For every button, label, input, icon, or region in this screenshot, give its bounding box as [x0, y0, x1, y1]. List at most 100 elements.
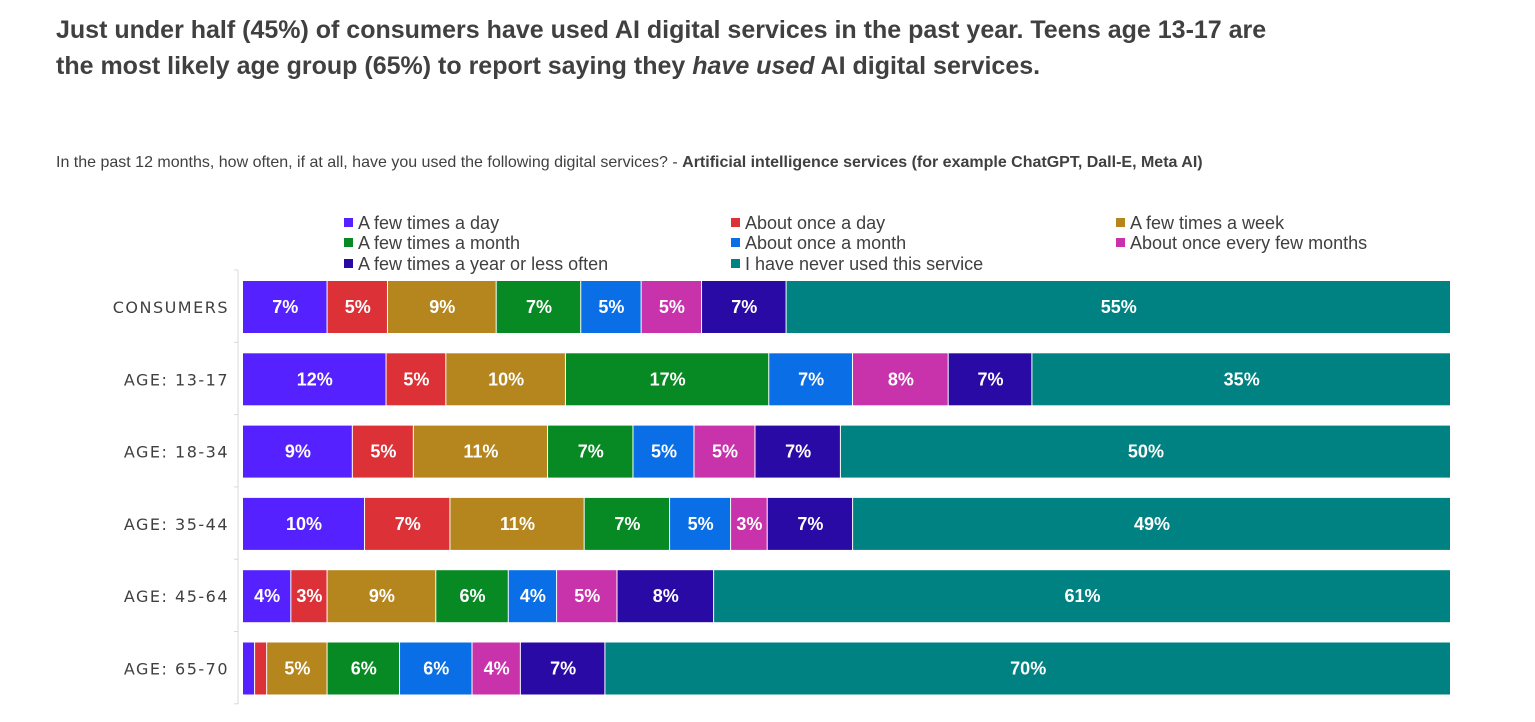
bar-segment: [714, 570, 1450, 623]
legend-label: About once a day: [745, 213, 886, 233]
bar-segment: [548, 425, 633, 478]
data-label: 4%: [520, 586, 546, 606]
data-label: 4%: [484, 659, 510, 679]
legend-swatch: [731, 259, 740, 268]
bar-segment: [243, 642, 255, 695]
data-label: 7%: [731, 297, 757, 317]
data-label: 5%: [345, 297, 371, 317]
category-label: AGE: 35-44: [124, 515, 229, 534]
bar-segment: [565, 353, 769, 406]
legend-label: A few times a week: [1130, 213, 1285, 233]
data-label: 7%: [578, 442, 604, 462]
legend-swatch: [1116, 238, 1125, 247]
bar-segment: [786, 281, 1450, 333]
data-label: 8%: [653, 586, 679, 606]
data-label: 50%: [1128, 442, 1164, 462]
bar-segment: [840, 425, 1450, 478]
bar-segment: [446, 353, 565, 406]
legend-item: About once a day: [731, 213, 885, 233]
legend-label: About once every few months: [1130, 233, 1368, 253]
legend-item: A few times a day: [344, 213, 499, 233]
bar-segment: [400, 642, 472, 695]
data-label: 10%: [286, 514, 322, 534]
bar-segment: [243, 353, 386, 406]
legend-item: A few times a month: [344, 233, 520, 253]
legend-swatch: [1116, 218, 1125, 227]
data-label: 7%: [614, 514, 640, 534]
bar-segment: [633, 425, 694, 478]
data-label: 8%: [888, 369, 914, 389]
data-label: 55%: [1101, 297, 1137, 317]
legend-label: A few times a year or less often: [358, 254, 609, 274]
bar-segment: [255, 642, 267, 695]
data-label: 7%: [395, 514, 421, 534]
data-label: 5%: [574, 586, 600, 606]
data-label: 7%: [785, 442, 811, 462]
legend-swatch: [344, 218, 353, 227]
legend-item: A few times a week: [1116, 213, 1284, 233]
bar-segment: [581, 281, 641, 333]
data-label: 7%: [798, 369, 824, 389]
bar-segment: [755, 425, 840, 478]
bar-segment: [243, 570, 291, 623]
legend-swatch: [731, 238, 740, 247]
data-label: 11%: [463, 442, 498, 462]
legend-item: About once every few months: [1116, 233, 1367, 253]
category-label: AGE: 13-17: [124, 370, 229, 389]
bar-segment: [413, 425, 548, 478]
bar-segment: [243, 497, 365, 550]
bar-segment: [641, 281, 702, 333]
bar-segment: [327, 281, 387, 333]
data-label: 5%: [284, 659, 310, 679]
data-label: 5%: [651, 442, 677, 462]
category-label: CONSUMERS: [113, 298, 229, 317]
bar-segment: [508, 570, 557, 623]
bar-segment: [584, 497, 670, 550]
bar-segment: [702, 281, 786, 333]
bar-segment: [670, 497, 731, 550]
bar-segment: [617, 570, 714, 623]
legend-label: About once a month: [745, 233, 907, 253]
data-label: 7%: [797, 514, 823, 534]
data-label: 6%: [351, 659, 377, 679]
bar-segment: [1032, 353, 1450, 406]
bar-segment: [557, 570, 617, 623]
legend-label: I have never used this service: [745, 254, 984, 274]
bar-segment: [767, 497, 853, 550]
legend-item: I have never used this service: [731, 254, 983, 274]
bar-segment: [450, 497, 584, 550]
bar-segment: [352, 425, 413, 478]
category-label: AGE: 65-70: [124, 660, 229, 679]
bar-segment: [267, 642, 327, 695]
category-label: AGE: 18-34: [124, 443, 229, 462]
bar-segment: [472, 642, 520, 695]
bar-segment: [291, 570, 327, 623]
chart-title: Just under half (45%) of consumers have …: [56, 12, 1496, 84]
data-label: 9%: [429, 297, 455, 317]
legend-item: A few times a year or less often: [344, 254, 608, 274]
bar-segment: [243, 425, 352, 478]
data-label: 7%: [978, 369, 1004, 389]
bar-segment: [387, 281, 496, 333]
data-label: 4%: [254, 586, 280, 606]
bar-segment: [605, 642, 1450, 695]
title-line-1: Just under half (45%) of consumers have …: [56, 16, 1267, 44]
data-label: 70%: [1010, 659, 1046, 679]
bar-segment: [496, 281, 581, 333]
data-label: 5%: [370, 442, 396, 462]
legend-swatch: [731, 218, 740, 227]
data-label: 7%: [550, 659, 576, 679]
bar-segment: [436, 570, 508, 623]
data-label: 6%: [423, 659, 449, 679]
bar-segment: [853, 497, 1450, 550]
data-label: 5%: [688, 514, 714, 534]
data-label: 5%: [403, 369, 429, 389]
data-label: 11%: [500, 514, 535, 534]
legend-swatch: [344, 238, 353, 247]
legend-label: A few times a day: [358, 213, 500, 233]
data-label: 5%: [712, 442, 738, 462]
title-line-2-start: the most likely age group (65%) to repor…: [56, 52, 693, 80]
data-label: 3%: [736, 514, 762, 534]
bar-segment: [731, 497, 767, 550]
